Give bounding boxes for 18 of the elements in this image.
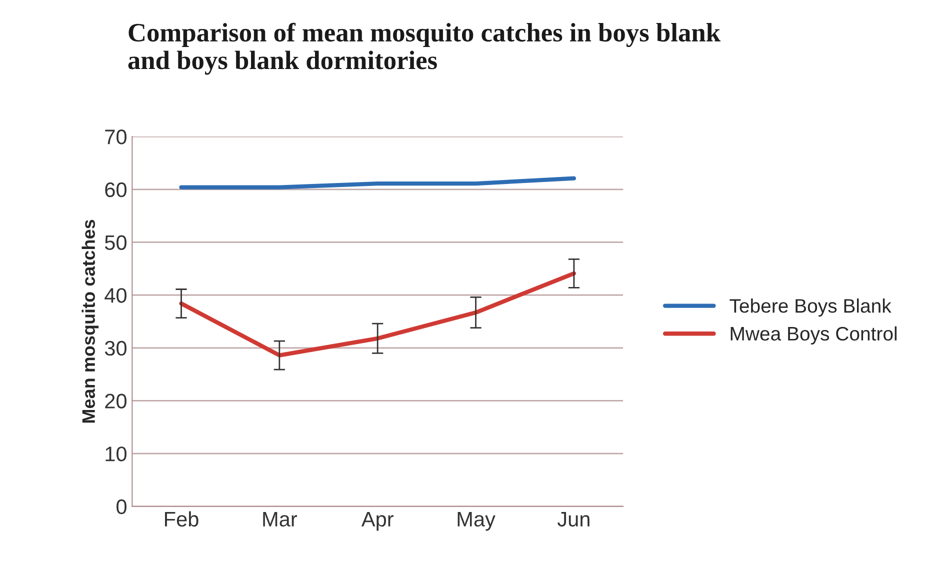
- chart-title: Comparison of mean mosquito catches in boys blank and boys blank dormitories: [128, 22, 720, 75]
- x-tick-label: Jun: [557, 512, 590, 527]
- legend-label: Tebere Boys Blank: [730, 298, 892, 317]
- line-series: [179, 271, 576, 358]
- y-tick-label: 60: [105, 182, 126, 198]
- y-tick-label: 50: [104, 235, 126, 250]
- y-tick-label: 20: [105, 394, 126, 408]
- y-tick-label: 30: [104, 340, 126, 356]
- x-tick-label: Apr: [361, 512, 394, 531]
- x-tick-label: May: [458, 512, 496, 531]
- legend-label: Mwea Boys Control: [730, 326, 897, 344]
- y-tick-label: 10: [106, 446, 126, 462]
- x-tick-label: Feb: [165, 511, 198, 527]
- y-tick-label: 70: [105, 130, 126, 144]
- y-tick-label: 40: [104, 288, 126, 303]
- x-tick-label: Mar: [263, 512, 298, 527]
- y-axis-title: Mean mosquito catches: [82, 220, 99, 423]
- y-tick-label: 0: [116, 499, 126, 514]
